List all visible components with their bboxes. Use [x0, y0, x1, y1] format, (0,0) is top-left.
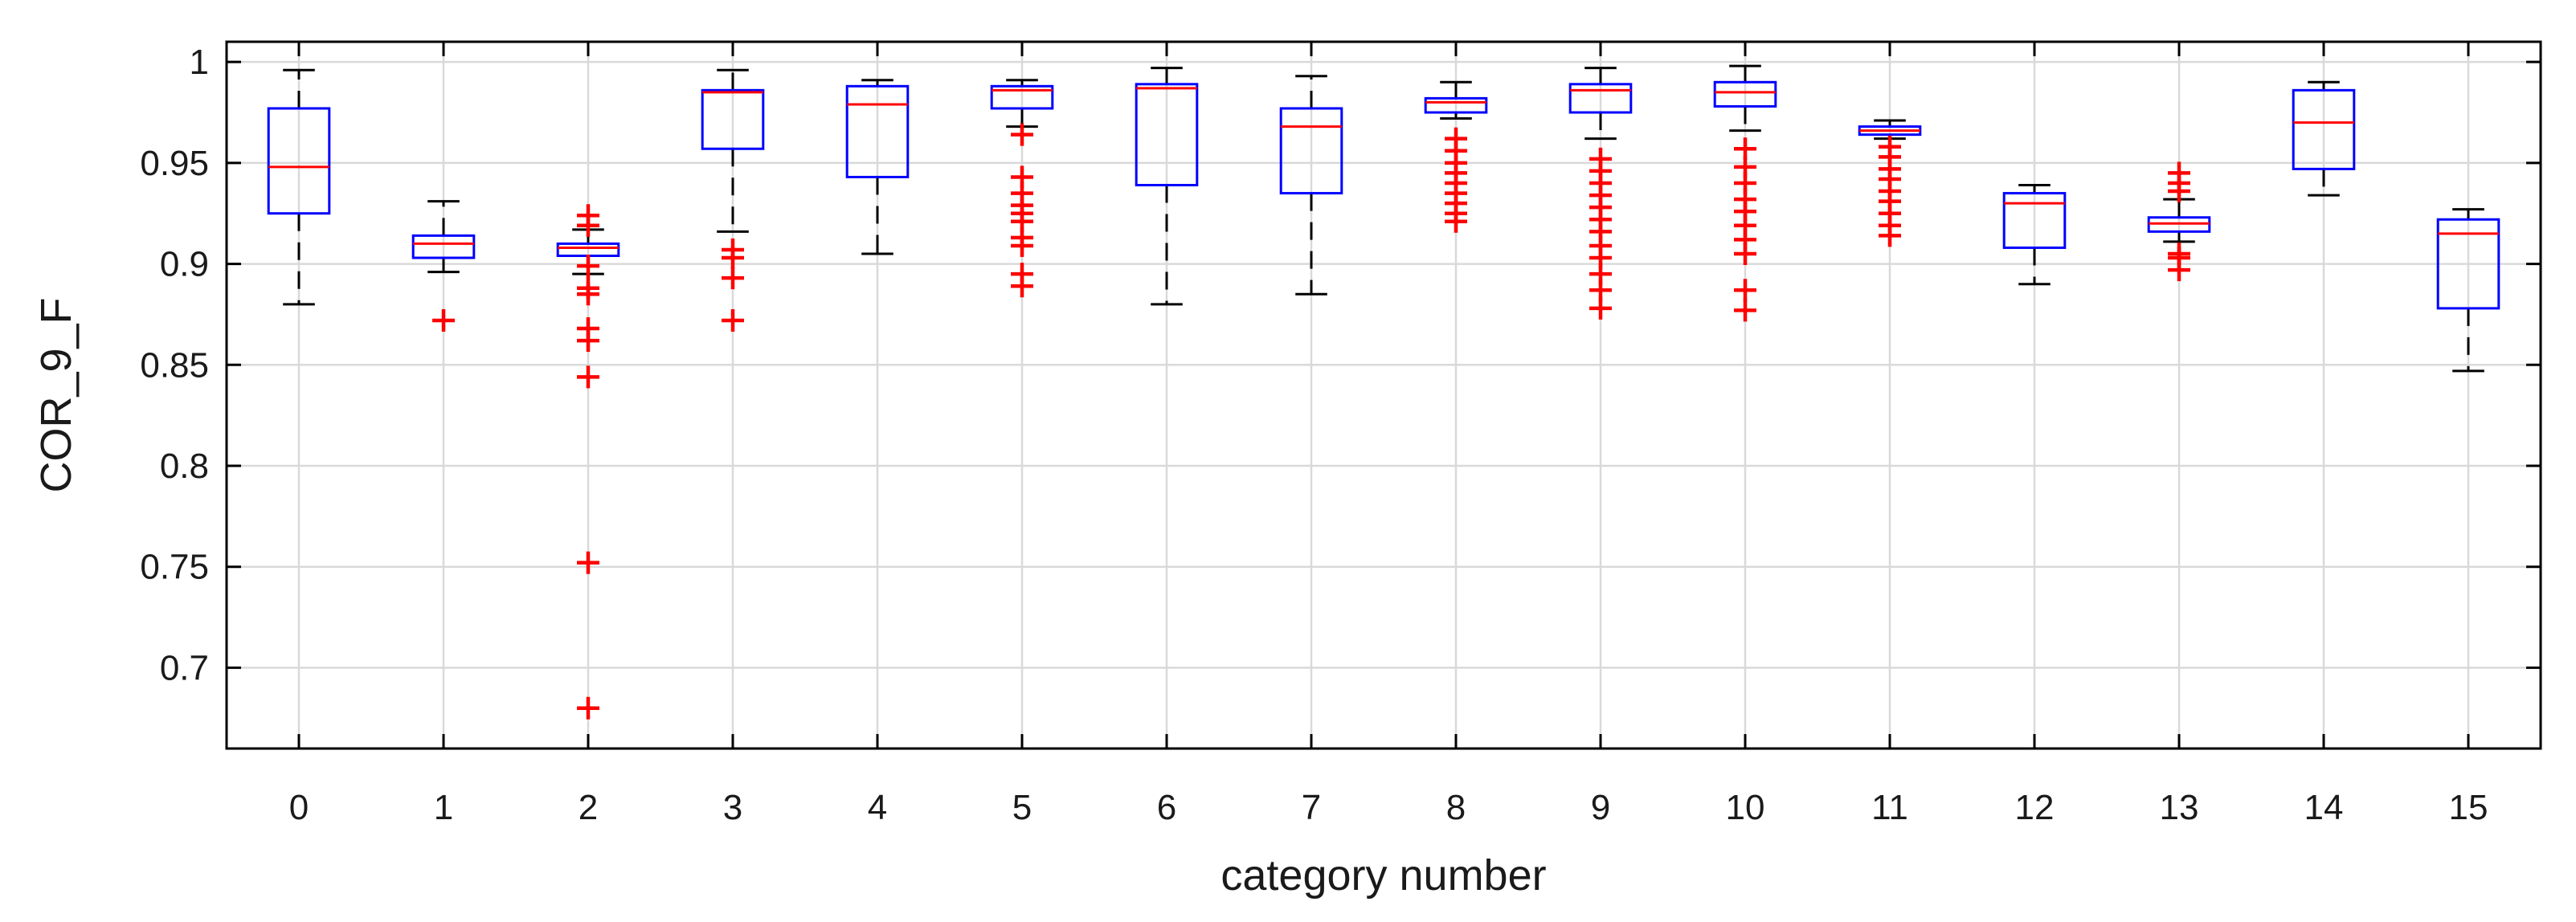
box-category-13	[2147, 161, 2211, 282]
box-category-7	[1279, 75, 1343, 296]
outlier-marker	[722, 267, 744, 290]
outlier-marker	[722, 308, 744, 332]
axes-frame	[225, 40, 2542, 750]
x-tick-label: 10	[1726, 788, 1765, 827]
outlier-marker	[1445, 210, 1467, 233]
y-tick-label: 0.7	[160, 648, 209, 687]
x-tick-label: 13	[2160, 788, 2199, 827]
iqr-box	[1279, 107, 1343, 195]
outlier-marker	[1011, 123, 1033, 146]
outlier-marker	[577, 214, 599, 237]
outlier-marker	[432, 308, 455, 332]
y-tick-label: 0.75	[140, 548, 209, 587]
y-tick-label: 0.95	[140, 144, 209, 183]
x-tick-label: 2	[579, 788, 598, 827]
box-category-3	[701, 68, 765, 332]
box-category-2	[556, 204, 620, 720]
x-tick-label: 8	[1446, 788, 1466, 827]
outlier-marker	[2168, 180, 2190, 203]
grid-lines	[227, 42, 2541, 749]
outlier-marker	[1734, 243, 1756, 265]
iqr-box	[1135, 83, 1199, 187]
box-plot-series	[267, 64, 2500, 720]
iqr-box	[1568, 83, 1633, 114]
outlier-marker	[577, 255, 599, 278]
iqr-box	[845, 84, 910, 178]
box-category-9	[1568, 67, 1633, 320]
x-tick-label: 11	[1871, 788, 1908, 827]
iqr-box	[267, 107, 331, 215]
x-tick-label: 6	[1157, 788, 1176, 827]
x-tick-label: 12	[2015, 788, 2055, 827]
x-tick-label: 1	[434, 788, 453, 827]
outlier-marker	[1734, 299, 1756, 322]
x-tick-label: 14	[2304, 788, 2344, 827]
box-category-12	[2002, 184, 2067, 286]
outlier-marker	[1734, 279, 1756, 302]
box-category-4	[845, 79, 910, 255]
outlier-marker	[1011, 234, 1033, 257]
outlier-marker	[577, 696, 599, 720]
y-tick-label: 0.85	[140, 345, 209, 385]
outlier-marker	[1589, 296, 1612, 320]
y-axis-label: COR_9_F	[32, 297, 80, 492]
box-category-5	[990, 79, 1054, 298]
iqr-box	[701, 88, 765, 150]
outlier-marker	[577, 365, 599, 389]
box-category-10	[1713, 64, 1777, 322]
iqr-box	[1713, 80, 1777, 108]
outlier-marker	[577, 551, 599, 574]
outlier-marker	[1011, 275, 1033, 298]
iqr-box	[2292, 88, 2356, 170]
y-tick-label: 1	[190, 43, 209, 82]
outlier-marker	[2168, 259, 2190, 282]
box-category-11	[1858, 119, 1922, 247]
x-tick-label: 4	[868, 788, 887, 827]
x-tick-label: 9	[1591, 788, 1610, 827]
box-category-8	[1424, 80, 1488, 233]
outlier-marker	[1879, 224, 1901, 247]
x-axis-label: category number	[1221, 851, 1546, 900]
x-tick-label: 7	[1302, 788, 1321, 827]
outlier-marker	[722, 247, 744, 270]
x-tick-label: 0	[289, 788, 309, 827]
iqr-box	[1424, 96, 1488, 114]
x-axis: 0 1 2 3 4 5 6 7 8 9 10 11 12 13 14 15	[289, 42, 2488, 827]
iqr-box	[411, 234, 476, 259]
y-tick-label: 0.9	[160, 245, 209, 284]
y-axis: 0.7 0.75 0.8 0.85 0.9 0.95 1	[140, 43, 2541, 687]
box-category-14	[2292, 80, 2356, 197]
x-tick-label: 5	[1012, 788, 1032, 827]
outlier-marker	[577, 329, 599, 353]
outlier-marker	[577, 283, 599, 306]
box-category-6	[1135, 67, 1199, 306]
iqr-box	[2002, 192, 2067, 249]
iqr-box	[2436, 218, 2500, 310]
box-category-0	[267, 68, 331, 306]
x-tick-label: 3	[723, 788, 742, 827]
y-tick-label: 0.8	[160, 447, 209, 486]
x-tick-label: 15	[2449, 788, 2488, 827]
box-category-15	[2436, 208, 2500, 373]
box-category-1	[411, 200, 476, 332]
iqr-box	[990, 84, 1054, 110]
